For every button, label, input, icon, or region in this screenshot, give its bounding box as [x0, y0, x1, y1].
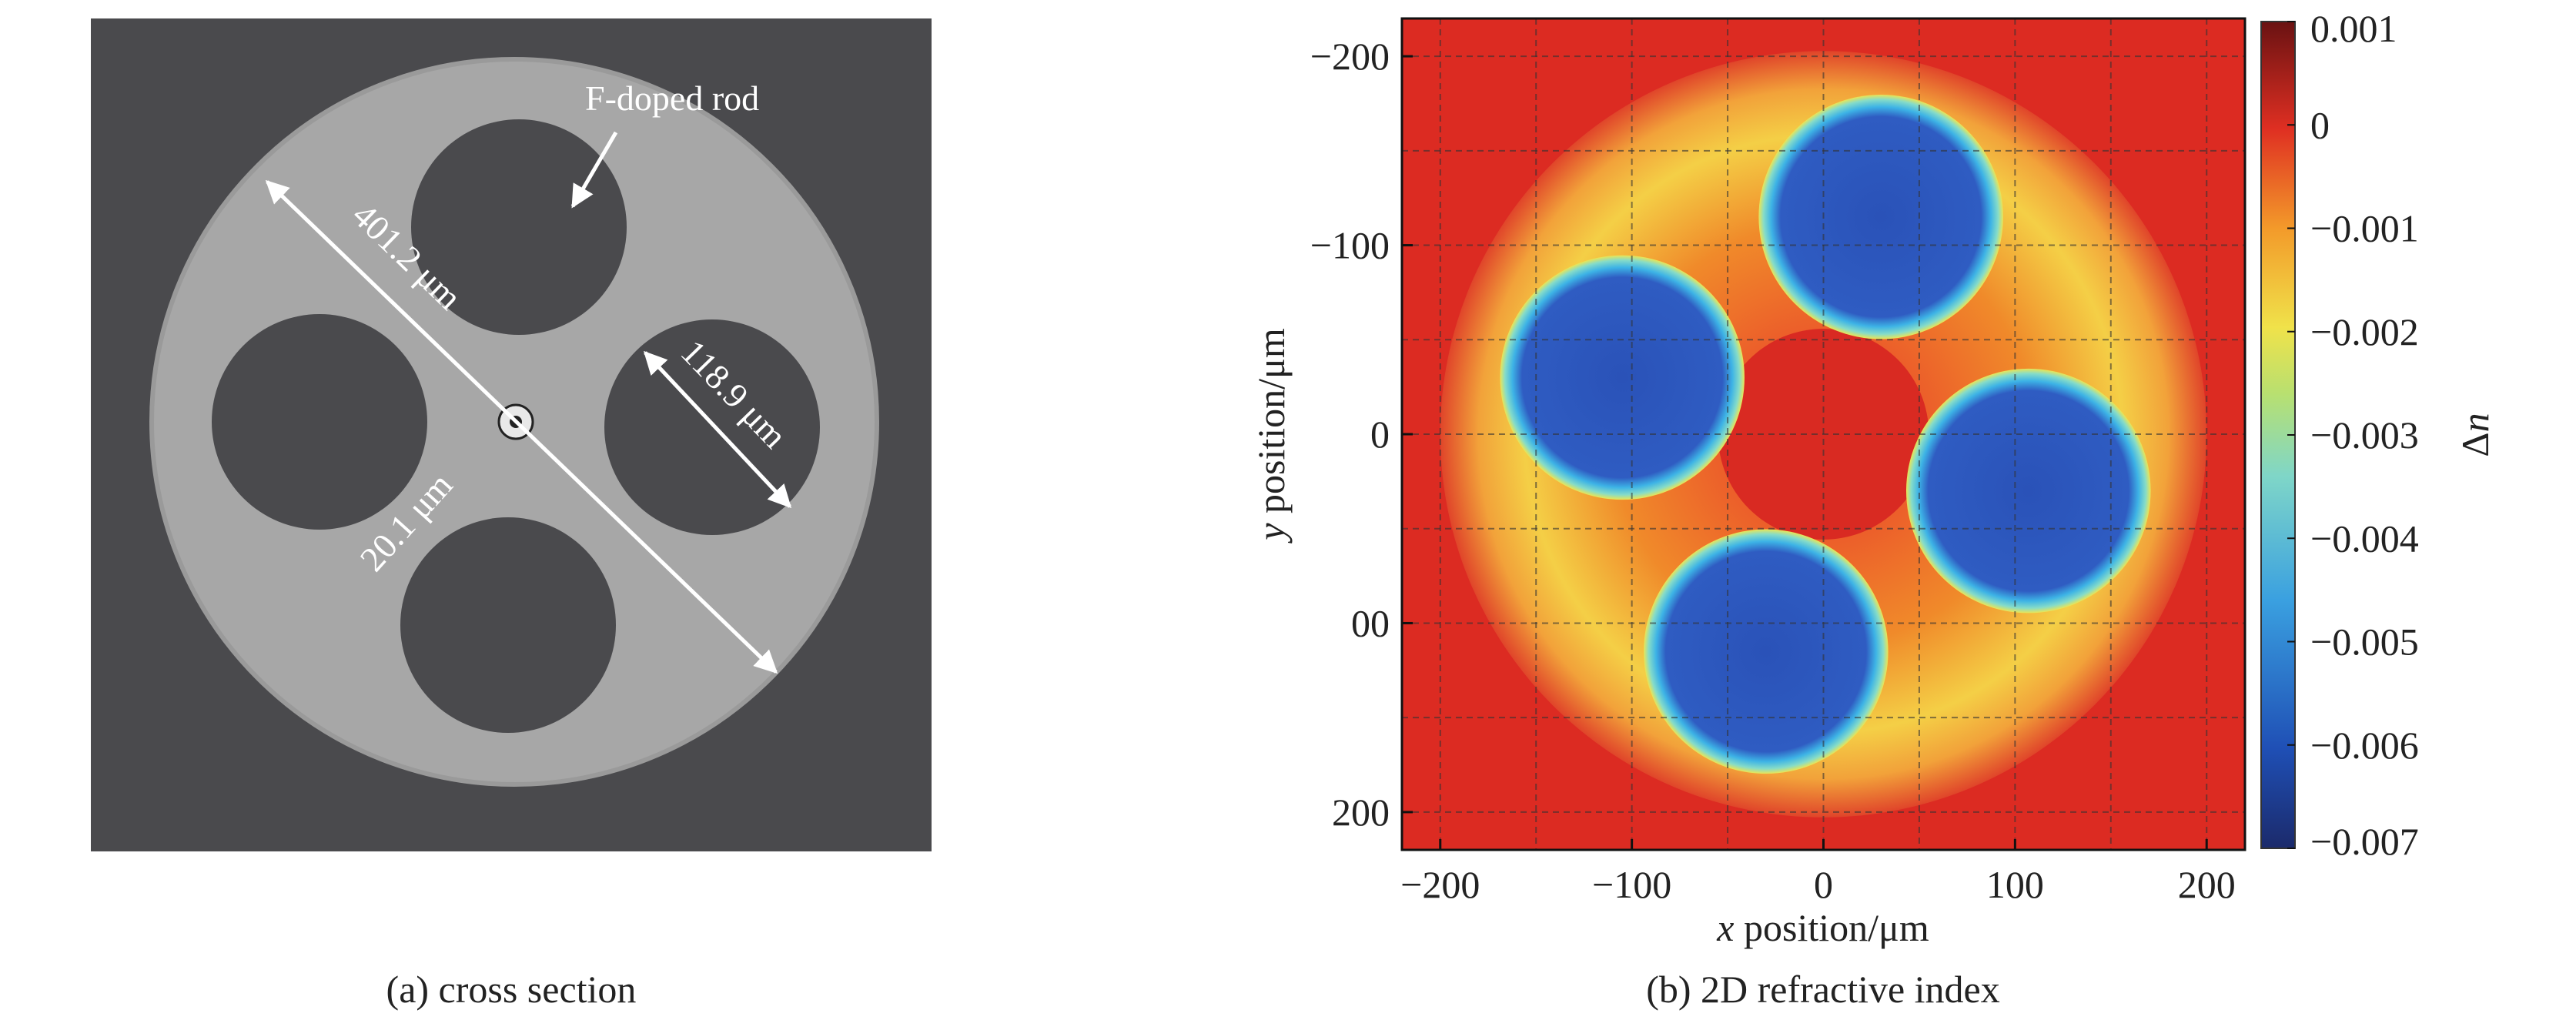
diameter-arrow — [265, 179, 778, 674]
rod-region-4 — [1644, 529, 1889, 774]
y-tick-label: 00 — [1351, 601, 1390, 644]
rod-diameter-arrow — [643, 350, 792, 509]
rod-hole-left — [212, 314, 427, 530]
x-tick-label: 0 — [1814, 863, 1833, 906]
colorbar-tick-label: −0.001 — [2310, 207, 2419, 250]
caption-panel-b: (b) 2D refractive index — [1646, 968, 2000, 1011]
fiber-cladding-edge — [149, 57, 879, 787]
colorbar-tick-label: −0.002 — [2310, 310, 2419, 353]
y-axis-label-text: position/μm — [1250, 328, 1293, 523]
y-axis-label: y position/μm — [1250, 328, 1293, 544]
x-axis-ticks: −200 −100 0 100 200 — [1400, 839, 2236, 906]
colorbar-tick-label: 0 — [2310, 103, 2330, 146]
x-tick-label: −200 — [1400, 863, 1480, 906]
y-tick-label: 200 — [1332, 791, 1390, 834]
colorbar-label-delta: Δ — [2454, 432, 2497, 456]
x-axis-label: x position/μm — [1716, 906, 1929, 949]
grid-lines — [1402, 18, 2245, 850]
y-tick-label: −100 — [1310, 224, 1390, 267]
rod-region-3 — [1906, 368, 2151, 614]
colorbar-tick-label: −0.006 — [2310, 724, 2419, 767]
rod-hole-bottom — [400, 517, 616, 733]
y-tick-label: −200 — [1310, 35, 1390, 78]
rod-pointer-arrow — [570, 131, 618, 209]
colorbar-tick-label: −0.005 — [2310, 620, 2419, 664]
rods-layer — [1500, 94, 2151, 774]
x-tick-label: 200 — [2178, 863, 2236, 906]
colorbar-tick-label: −0.007 — [2310, 820, 2419, 863]
x-axis-label-var: x — [1716, 906, 1734, 949]
colorbar-tick-label: −0.003 — [2310, 413, 2419, 456]
colorbar-ticks: 0.001 0 −0.001 −0.002 −0.003 −0.004 −0.005 −0.0… — [2287, 7, 2419, 863]
x-tick-label: 100 — [1986, 863, 2044, 906]
colorbar-tick-label: 0.001 — [2310, 7, 2397, 50]
y-axis-label-var: y — [1250, 523, 1293, 544]
x-axis-label-text: position/μm — [1734, 906, 1929, 949]
colorbar-label-n: n — [2454, 413, 2497, 432]
x-tick-label: −100 — [1592, 863, 1671, 906]
panel-a-cross-section: F-doped rod 401.2 μm 118.9 μm 20.1 μm (a… — [91, 18, 932, 1011]
caption-panel-a: (a) cross section — [386, 968, 637, 1011]
rod-region-2 — [1500, 255, 1745, 500]
colorbar-label: Δn — [2454, 413, 2497, 456]
colorbar-tick-label: −0.004 — [2310, 517, 2419, 560]
rod-region-1 — [1758, 94, 2003, 339]
y-tick-label: 0 — [1370, 413, 1390, 456]
label-f-doped-rod: F-doped rod — [585, 79, 759, 118]
